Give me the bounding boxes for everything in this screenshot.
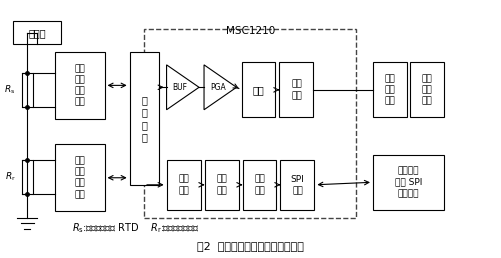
Bar [166,160,200,210]
Bar [373,155,444,210]
Bar [373,62,407,117]
Text: PGA: PGA [210,83,225,92]
Polygon shape [204,65,236,110]
Bar [241,62,276,117]
Bar [55,52,105,119]
Text: BUF: BUF [173,83,188,92]
Text: 电流
测量
信号
调理: 电流 测量 信号 调理 [74,157,85,199]
Text: 电流源: 电流源 [28,28,46,38]
Bar [281,160,315,210]
Bar [242,160,277,210]
Text: 高速光电
隔离 SPI
接口输出: 高速光电 隔离 SPI 接口输出 [395,167,422,198]
Text: 数字
电路
供电: 数字 电路 供电 [384,74,395,106]
Text: $R_\mathrm{s}$:四线被测标准 RTD    $R_\mathrm{r}$:低温漂参考电阻: $R_\mathrm{s}$:四线被测标准 RTD $R_\mathrm{r}$… [72,221,199,235]
Bar [22,160,33,195]
Text: $R_\mathrm{s}$: $R_\mathrm{s}$ [5,84,16,96]
Bar [410,62,444,117]
Text: 电压
测量
信号
调理: 电压 测量 信号 调理 [74,64,85,107]
Text: 数字
滤波: 数字 滤波 [291,80,302,100]
Bar [144,29,356,217]
Polygon shape [166,65,199,110]
Text: 误差
修正: 误差 修正 [178,175,189,195]
Bar [22,72,33,107]
Text: SPI
接口: SPI 接口 [291,175,304,195]
Text: 分度
计算: 分度 计算 [216,175,227,195]
Bar [204,160,238,210]
Text: 多
路
开
关: 多 路 开 关 [141,95,147,142]
Text: $R_\mathrm{r}$: $R_\mathrm{r}$ [5,171,16,183]
Text: 指令
集合: 指令 集合 [254,175,265,195]
Bar [13,21,61,44]
Text: 图2  标准热电阻测温模块硬件框图: 图2 标准热电阻测温模块硬件框图 [197,241,304,251]
Bar [55,144,105,211]
Text: 调制: 调制 [253,85,265,95]
Text: MSC1210: MSC1210 [226,27,275,36]
Text: 模拟
电路
供电: 模拟 电路 供电 [422,74,433,106]
Bar [130,52,159,186]
Bar [280,62,314,117]
